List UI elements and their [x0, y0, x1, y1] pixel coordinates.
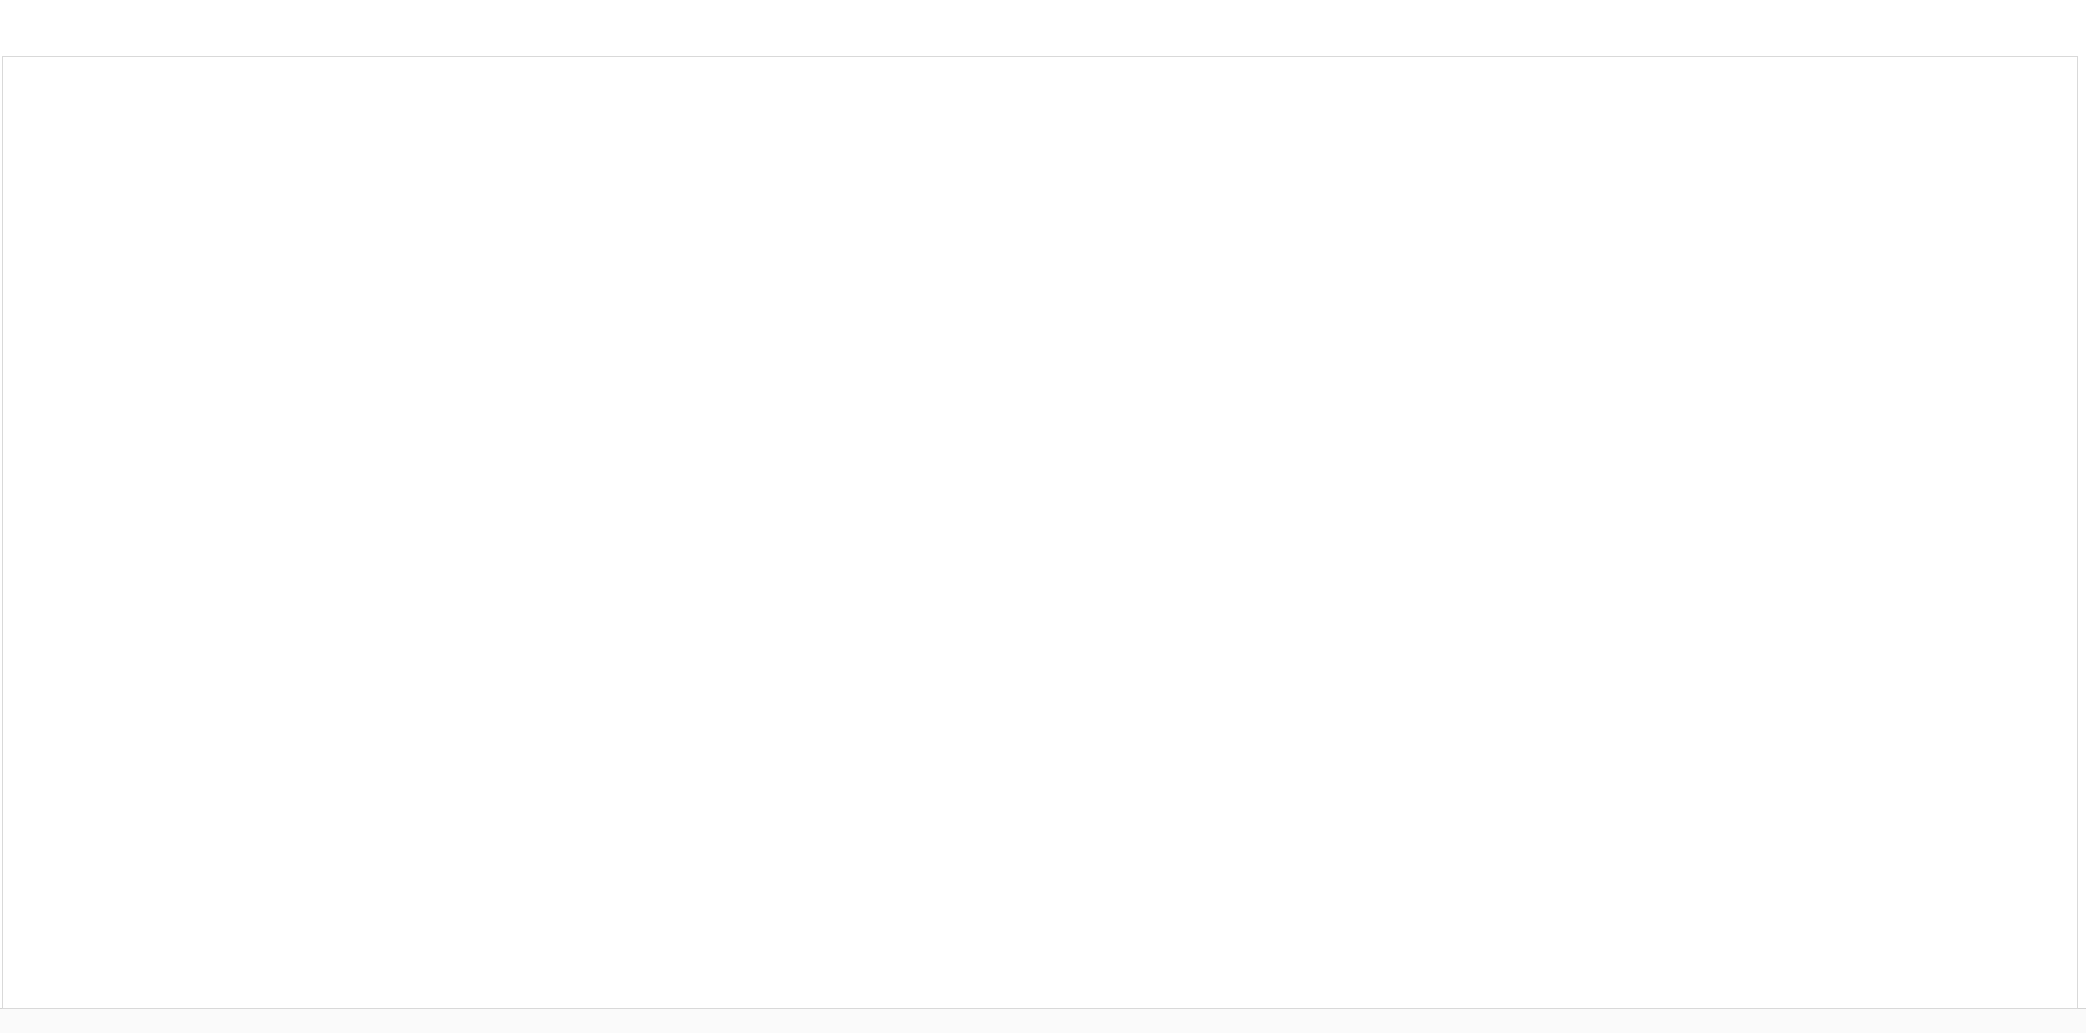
plot-area-canvas: [0, 0, 2086, 1032]
spreadsheet-page: { "banner": { "title": "ADAM Informe. Ev…: [0, 0, 2086, 1033]
